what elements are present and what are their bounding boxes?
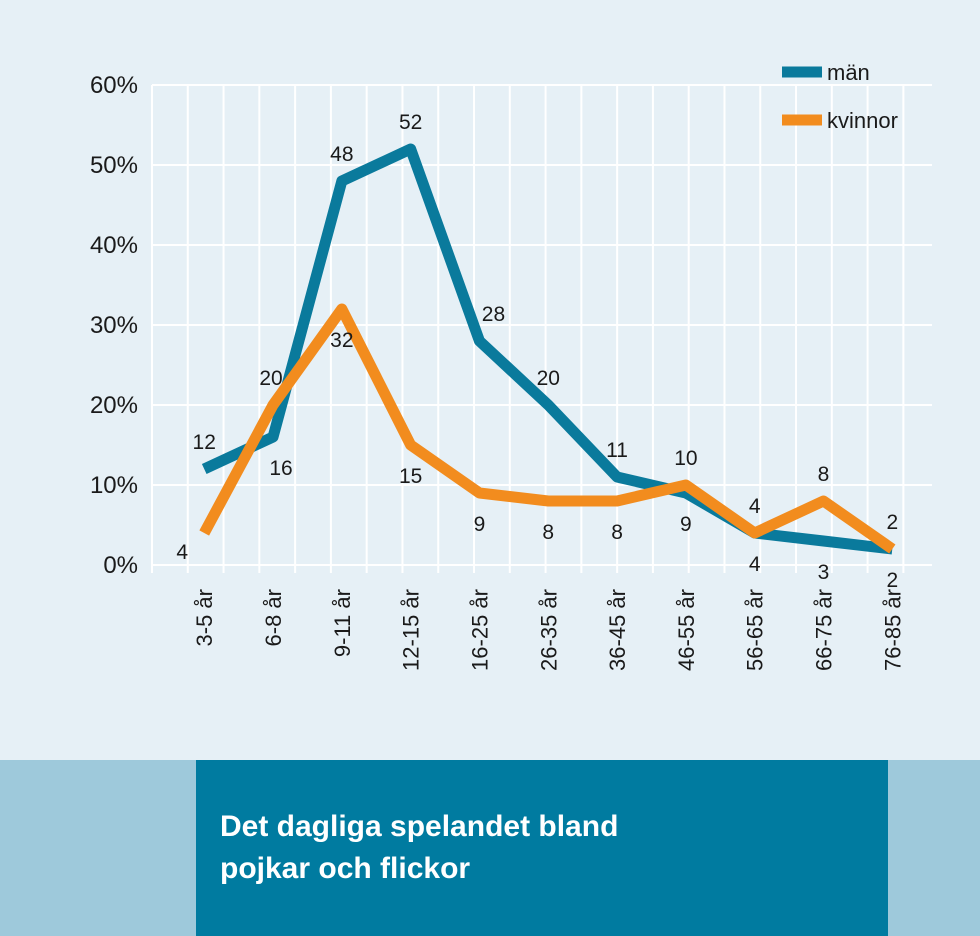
- data-label-1: 2: [886, 511, 898, 534]
- y-tick-label: 20%: [90, 392, 138, 419]
- caption-title: Det dagliga spelandet bland pojkar och f…: [220, 810, 619, 885]
- data-label-1: 20: [259, 367, 282, 390]
- data-label-1: 8: [818, 463, 830, 486]
- series-line-0: [201, 143, 893, 555]
- y-tick-label: 50%: [90, 152, 138, 179]
- legend-label-0: män: [827, 60, 870, 85]
- x-category-label: 6-8 år: [261, 589, 286, 646]
- data-label-0: 16: [269, 457, 292, 480]
- data-label-1: 8: [611, 521, 623, 544]
- data-label-1: 32: [330, 329, 353, 352]
- y-tick-label: 10%: [90, 472, 138, 499]
- x-category-label: 12-15 år: [399, 589, 424, 671]
- x-category-label: 66-75 år: [811, 589, 836, 671]
- legend-label-1: kvinnor: [827, 108, 898, 133]
- data-label-0: 28: [482, 303, 505, 326]
- x-category-label: 76-85 år: [880, 589, 905, 671]
- y-tick-label: 0%: [103, 552, 138, 579]
- x-category-label: 9-11 år: [330, 589, 355, 657]
- data-label-0: 9: [680, 513, 692, 536]
- x-category-label: 56-65 år: [743, 589, 768, 671]
- x-category-label: 36-45 år: [605, 589, 630, 671]
- y-tick-label: 40%: [90, 232, 138, 259]
- y-tick-label: 30%: [90, 312, 138, 339]
- data-label-1: 8: [542, 521, 554, 544]
- data-label-0: 48: [330, 143, 353, 166]
- data-label-1: 9: [474, 513, 486, 536]
- y-tick-label: 60%: [90, 72, 138, 99]
- data-label-1: 10: [674, 447, 697, 470]
- x-category-label: 3-5 år: [192, 589, 217, 646]
- data-label-0: 4: [749, 553, 761, 576]
- caption-banner: Det dagliga spelandet bland pojkar och f…: [0, 760, 980, 936]
- data-label-0: 52: [399, 111, 422, 134]
- series-line-1: [199, 303, 896, 554]
- data-label-0: 20: [537, 367, 560, 390]
- data-label-1: 15: [399, 465, 422, 488]
- data-label-1: 4: [176, 541, 188, 564]
- data-label-0: 3: [818, 561, 830, 584]
- x-category-label: 46-55 år: [674, 589, 699, 671]
- caption-box: Det dagliga spelandet bland pojkar och f…: [196, 760, 888, 936]
- chart-area: 0% 10% 20% 30% 40% 50% 60% 3-5 år 6-8 år 9-11 år 1…: [90, 60, 932, 671]
- x-category-label: 16-25 år: [467, 589, 492, 671]
- x-category-label: 26-35 år: [536, 589, 561, 671]
- data-label-0: 11: [606, 439, 628, 462]
- data-label-0: 2: [886, 569, 898, 592]
- data-label-1: 4: [749, 495, 761, 518]
- data-label-0: 12: [193, 431, 216, 454]
- line-chart: 0% 10% 20% 30% 40% 50% 60% 3-5 år 6-8 år 9-11 år 1…: [90, 60, 932, 671]
